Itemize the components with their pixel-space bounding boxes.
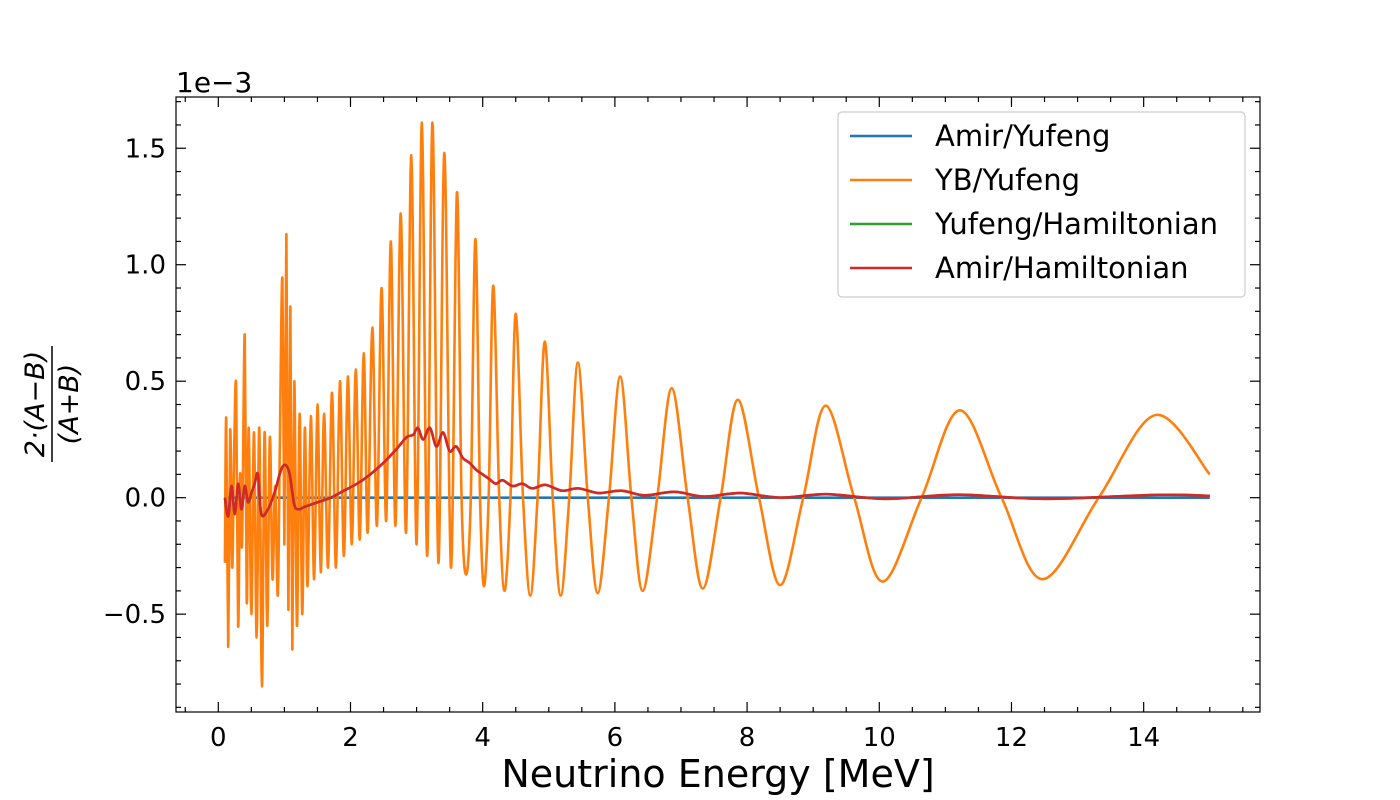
y-label-numerator: 2·(A−B)	[20, 351, 51, 457]
x-tick-label: 8	[739, 723, 756, 753]
y-axis-label: 2·(A−B) (A+B)	[20, 346, 85, 462]
x-tick-label: 14	[1127, 723, 1160, 753]
legend-label: Amir/Yufeng	[935, 119, 1110, 153]
plot-lines	[223, 121, 1211, 688]
x-axis-label: Neutrino Energy [MeV]	[501, 752, 934, 796]
y-tick-label: 0.5	[125, 367, 166, 397]
x-tick-label: 12	[995, 723, 1028, 753]
legend-label: YB/Yufeng	[934, 163, 1080, 197]
y-tick-label: 1.5	[125, 134, 166, 164]
x-tick-label: 4	[474, 723, 491, 753]
offset-label: 1e−3	[176, 66, 252, 99]
y-tick-label: 1.0	[125, 251, 166, 281]
x-tick-label: 10	[863, 723, 896, 753]
y-label-denominator: (A+B)	[54, 364, 85, 445]
y-tick-label: 0.0	[125, 484, 166, 514]
legend: Amir/Yufeng YB/Yufeng Yufeng/Hamiltonian Am…	[837, 111, 1246, 298]
y-tick-label: −0.5	[103, 600, 166, 630]
x-tick-label: 2	[342, 723, 359, 753]
legend-box	[837, 111, 1246, 298]
series-line	[223, 426, 1210, 518]
series-line	[223, 121, 1211, 688]
x-tick-label: 0	[210, 723, 227, 753]
legend-label: Yufeng/Hamiltonian	[934, 207, 1218, 241]
x-tick-label: 6	[607, 723, 624, 753]
legend-label: Amir/Hamiltonian	[935, 251, 1188, 285]
